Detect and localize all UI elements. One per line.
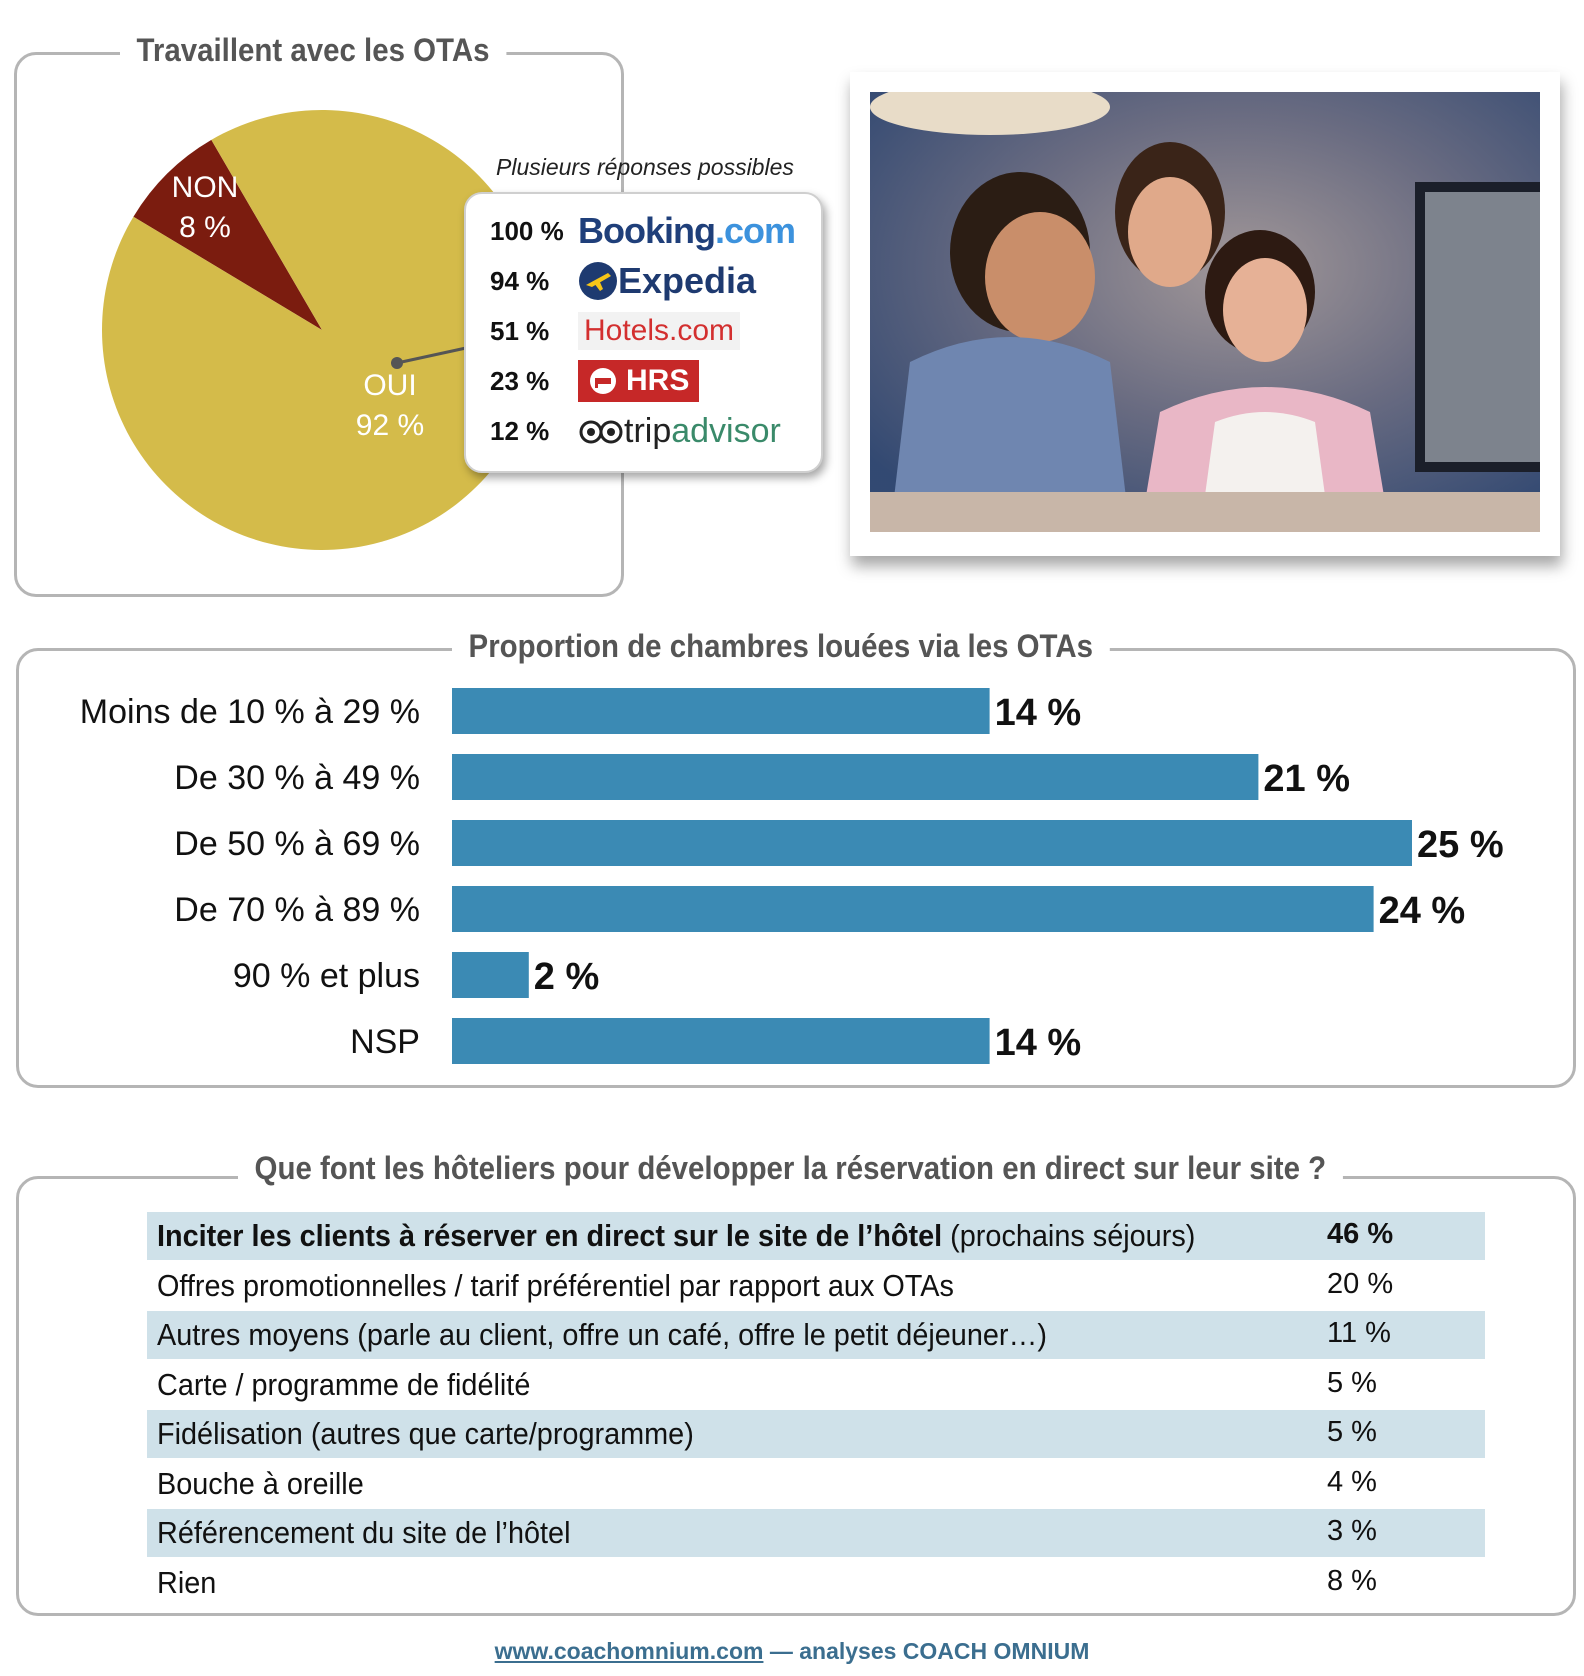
pie-leader-dot — [391, 357, 403, 369]
ota-pct: 94 % — [490, 266, 550, 296]
tripadvisor-logo-text-a: trip — [624, 411, 672, 450]
ota-row-expedia: 94 % Expedia — [466, 258, 821, 304]
tripadvisor-logo-text-b: advisor — [671, 411, 781, 450]
table-row-value: 5 % — [1327, 1366, 1377, 1399]
table-row-label: Autres moyens (parle au client, offre un… — [157, 1317, 1047, 1353]
tripadvisor-logo: trip advisor — [578, 408, 781, 454]
pie-section-title: Travaillent avec les OTAs — [120, 32, 507, 69]
table-row-value: 3 % — [1327, 1515, 1377, 1547]
table-row-label-bold: Inciter les clients à réserver en direct… — [157, 1218, 943, 1253]
table-row-label: Carte / programme de fidélité — [157, 1367, 530, 1403]
table-row-value: 8 % — [1327, 1564, 1377, 1597]
ota-pct: 23 % — [490, 366, 550, 396]
table-row-label-text: Fidélisation (autres que carte/programme… — [157, 1416, 694, 1451]
table-row: Autres moyens (parle au client, offre un… — [147, 1311, 1485, 1359]
hrs-logo-box: HRS — [578, 360, 700, 402]
photo-people-at-computer — [870, 92, 1540, 532]
ota-card: 100 % Booking. com 94 % Expedia 51 % Hote… — [464, 192, 823, 473]
table-row: Référencement du site de l’hôtel 3 % — [147, 1509, 1485, 1557]
ota-pct: 51 % — [490, 316, 550, 346]
table-row: Inciter les clients à réserver en direct… — [147, 1212, 1485, 1260]
pie-slice-oui — [101, 110, 543, 551]
pie-value-non: 8 % — [179, 211, 231, 244]
footer-link[interactable]: www.coachomnium.com — [494, 1638, 764, 1664]
booking-logo-text: Booking — [578, 210, 716, 251]
hotels-com-logo-text: Hotels.com — [578, 312, 741, 350]
pie-chart: NON 8 % OUI 92 % — [101, 110, 543, 551]
footer: www.coachomnium.com — analyses COACH OMN… — [0, 1638, 1584, 1665]
table-row-label-text: Carte / programme de fidélité — [157, 1366, 531, 1402]
table-row-label: Rien — [157, 1565, 216, 1601]
hotels-com-logo: Hotels.com — [578, 308, 741, 354]
table-row-label-text: Rien — [157, 1564, 217, 1600]
ota-row-tripadvisor: 12 % trip advisor — [466, 408, 821, 454]
table-row-value: 4 % — [1327, 1465, 1377, 1498]
hrs-logo: HRS — [578, 358, 700, 404]
table-row-value: 11 % — [1327, 1317, 1391, 1349]
expedia-logo: Expedia — [578, 258, 756, 304]
table-row-label-text: Bouche à oreille — [157, 1465, 364, 1501]
pie-label-oui: OUI — [363, 369, 416, 402]
bar-section-frame — [16, 648, 1576, 1088]
hrs-bed-icon — [590, 368, 616, 394]
expedia-logo-text: Expedia — [618, 260, 757, 301]
table-row: Carte / programme de fidélité 5 % — [147, 1361, 1485, 1409]
table-row-label-text: Offres promotionnelles / tarif préférent… — [157, 1267, 954, 1303]
table-row-label-text: Autres moyens (parle au client, offre un… — [157, 1317, 1047, 1352]
table-row-label: Offres promotionnelles / tarif préférent… — [157, 1268, 954, 1304]
pie-value-oui: 92 % — [356, 409, 424, 442]
booking-logo-tld: com — [724, 210, 796, 251]
table-row-value: 20 % — [1327, 1267, 1394, 1300]
booking-logo-dot: . — [714, 210, 725, 251]
table-row: Rien 8 % — [147, 1559, 1485, 1607]
table-row-label: Référencement du site de l’hôtel — [157, 1515, 570, 1551]
table-row-label: Fidélisation (autres que carte/programme… — [157, 1416, 694, 1452]
table-row-value: 46 % — [1327, 1218, 1394, 1250]
expedia-plane-icon — [579, 262, 617, 300]
booking-logo: Booking. com — [578, 208, 796, 254]
ota-row-booking: 100 % Booking. com — [466, 208, 821, 254]
photo-frame — [850, 72, 1560, 556]
pie-label-non: NON — [172, 171, 239, 204]
table-row: Fidélisation (autres que carte/programme… — [147, 1410, 1485, 1458]
tripadvisor-owl-icon — [579, 420, 623, 444]
photo-illustration — [870, 92, 1540, 532]
hrs-logo-text: HRS — [626, 364, 690, 397]
ota-row-hotels: 51 % Hotels.com — [466, 308, 821, 354]
table-row-label-text: (prochains séjours) — [942, 1218, 1196, 1253]
table-section-title: Que font les hôteliers pour développer l… — [238, 1150, 1343, 1187]
ota-row-hrs: 23 % HRS — [466, 358, 821, 404]
pie-slice-non — [133, 139, 322, 330]
table-row-label: Bouche à oreille — [157, 1466, 364, 1502]
ota-note: Plusieurs réponses possibles — [496, 154, 794, 180]
table-row-label-text: Référencement du site de l’hôtel — [157, 1515, 571, 1550]
table-row: Bouche à oreille 4 % — [147, 1460, 1485, 1508]
ota-pct: 100 % — [490, 216, 564, 246]
ota-pct: 12 % — [490, 416, 550, 446]
pie-leader-line — [396, 346, 467, 365]
bar-section-title: Proportion de chambres louées via les OT… — [452, 628, 1110, 665]
table-row: Offres promotionnelles / tarif préférent… — [147, 1262, 1485, 1310]
table-row-label: Inciter les clients à réserver en direct… — [157, 1218, 1195, 1254]
footer-text: — analyses COACH OMNIUM — [763, 1638, 1090, 1664]
table-row-value: 5 % — [1327, 1416, 1377, 1448]
